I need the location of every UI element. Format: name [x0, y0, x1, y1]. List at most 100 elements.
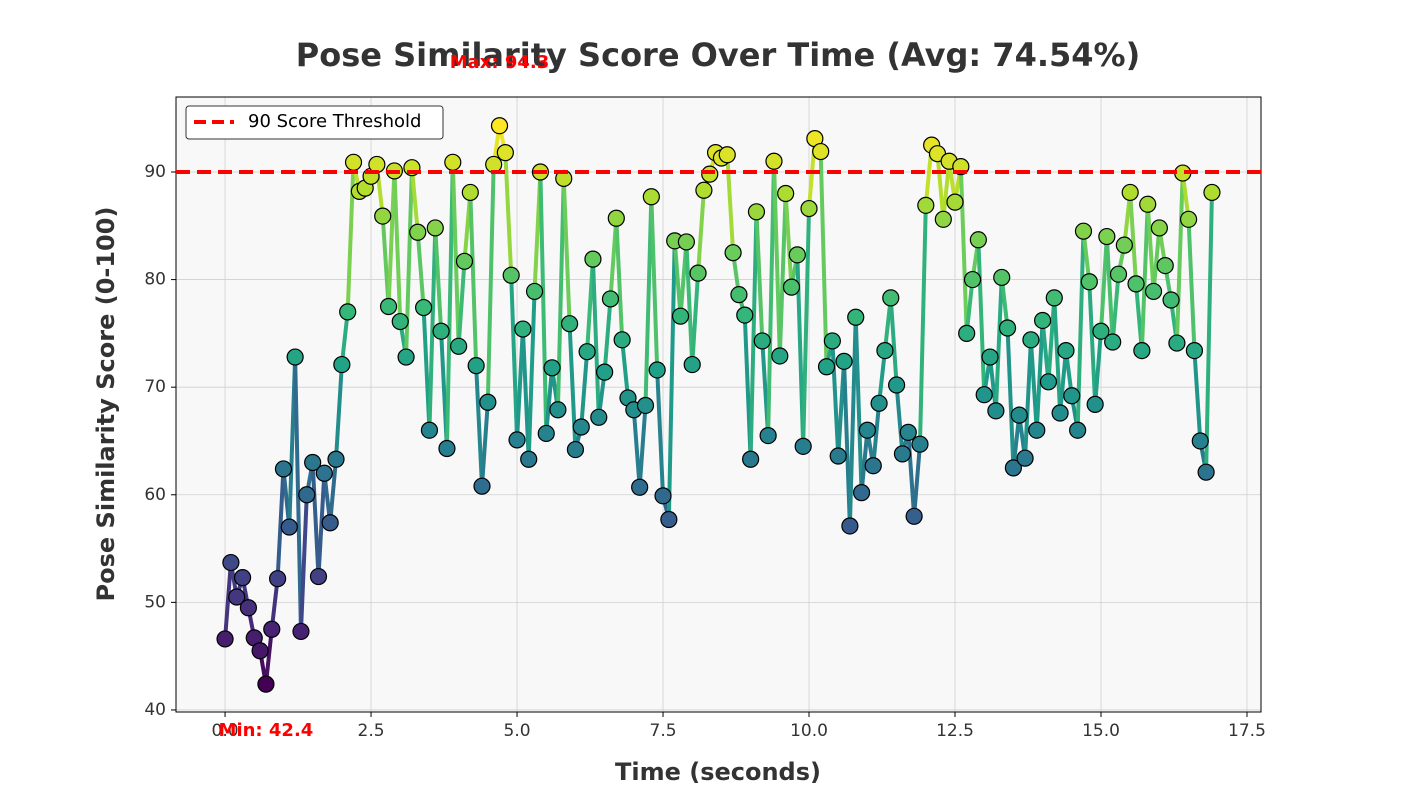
- line-segment: [690, 271, 701, 367]
- data-point: [1121, 183, 1139, 202]
- data-point: [1098, 227, 1116, 246]
- data-point: [473, 477, 491, 495]
- data-point: [1069, 421, 1087, 439]
- data-point: [461, 183, 479, 202]
- line-segment: [801, 206, 812, 449]
- data-point: [233, 569, 252, 587]
- line-segment: [544, 365, 555, 436]
- data-point: [718, 146, 736, 164]
- y-tick-label: 90: [144, 162, 166, 182]
- line-segment: [1034, 318, 1045, 433]
- data-point: [695, 181, 713, 199]
- data-point: [263, 620, 281, 638]
- data-point: [228, 588, 246, 606]
- data-point: [479, 393, 497, 411]
- data-point: [1033, 311, 1052, 330]
- line-segment: [223, 560, 233, 641]
- data-point: [753, 332, 771, 350]
- line-segment: [941, 159, 952, 222]
- data-point: [817, 358, 836, 376]
- data-point: [298, 486, 316, 504]
- line-segment: [334, 362, 344, 462]
- data-point: [870, 394, 888, 412]
- max-annotation: Max: 94.3: [450, 52, 550, 73]
- line-segment: [958, 164, 969, 336]
- data-point: [771, 347, 789, 365]
- data-point: [1139, 195, 1157, 213]
- line-segment: [748, 209, 759, 462]
- line-segment: [579, 349, 590, 429]
- data-point: [1074, 222, 1093, 240]
- data-point: [432, 322, 450, 340]
- line-segment: [696, 188, 706, 276]
- line-segment: [888, 295, 899, 388]
- line-segment: [912, 442, 922, 519]
- data-point: [467, 357, 485, 375]
- data-point: [304, 453, 322, 472]
- data-point: [1156, 256, 1174, 275]
- data-point: [794, 437, 812, 455]
- x-tick-label: 5.0: [504, 721, 531, 741]
- data-point: [496, 144, 514, 162]
- line-segment: [310, 460, 321, 579]
- data-point: [578, 343, 596, 361]
- line-segment: [655, 367, 666, 498]
- line-segment: [392, 168, 403, 324]
- data-point: [426, 219, 444, 237]
- data-point: [607, 209, 625, 227]
- data-point: [911, 435, 929, 453]
- data-point: [812, 142, 830, 161]
- line-segment: [894, 383, 905, 456]
- data-point: [876, 341, 894, 360]
- line-segment: [935, 151, 946, 222]
- data-point: [1127, 275, 1145, 293]
- data-point: [1191, 432, 1209, 450]
- line-segment: [766, 159, 776, 438]
- data-point: [899, 423, 917, 441]
- data-point: [800, 199, 818, 218]
- data-point: [888, 376, 906, 394]
- line-segment: [637, 403, 648, 490]
- data-point: [590, 408, 608, 426]
- data-point: [321, 514, 339, 532]
- data-point: [1063, 387, 1081, 405]
- data-point: [975, 386, 993, 404]
- data-point: [730, 286, 748, 304]
- data-point: [829, 447, 847, 465]
- line-segment: [777, 191, 788, 358]
- data-point: [905, 507, 923, 525]
- data-point: [788, 246, 806, 264]
- data-point: [777, 184, 795, 203]
- line-segment: [906, 430, 917, 519]
- data-point: [239, 599, 258, 617]
- data-point: [987, 402, 1005, 420]
- data-point: [631, 478, 649, 496]
- data-point: [1057, 341, 1075, 360]
- data-point: [963, 270, 982, 289]
- data-point: [1115, 236, 1133, 254]
- line-segment: [474, 363, 484, 489]
- line-segment: [620, 337, 630, 400]
- data-point: [572, 418, 590, 436]
- data-point: [981, 348, 999, 366]
- chart-title: Pose Similarity Score Over Time (Avg: 74…: [296, 36, 1140, 74]
- data-point: [765, 152, 783, 170]
- data-point: [847, 308, 865, 326]
- line-segment: [666, 238, 677, 522]
- line-segment: [509, 273, 520, 442]
- data-point: [636, 396, 655, 415]
- data-point: [339, 303, 357, 321]
- line-segment: [917, 203, 928, 447]
- line-segment: [859, 428, 870, 495]
- data-point: [654, 487, 672, 505]
- data-point: [642, 188, 660, 206]
- data-point: [1080, 273, 1098, 291]
- data-point: [292, 622, 310, 641]
- data-point: [701, 165, 719, 183]
- x-tick-label: 2.5: [358, 721, 385, 741]
- data-point: [409, 223, 427, 241]
- data-point: [1150, 219, 1168, 237]
- data-point: [1162, 291, 1180, 309]
- data-point: [1086, 395, 1104, 413]
- data-point: [444, 153, 462, 171]
